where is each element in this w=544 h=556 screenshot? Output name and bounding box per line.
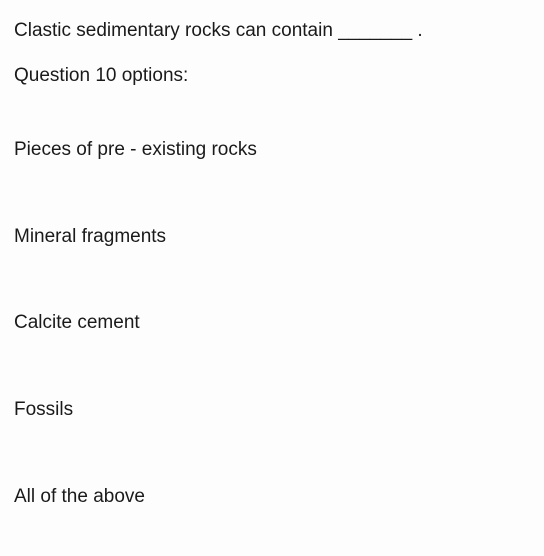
question-text: Clastic sedimentary rocks can contain __… (14, 18, 530, 45)
option-item[interactable]: All of the above (14, 484, 530, 511)
option-item[interactable]: Pieces of pre - existing rocks (14, 137, 530, 164)
option-item[interactable]: Fossils (14, 397, 530, 424)
options-label: Question 10 options: (14, 63, 530, 90)
option-item[interactable]: Calcite cement (14, 310, 530, 337)
option-item[interactable]: Mineral fragments (14, 224, 530, 251)
